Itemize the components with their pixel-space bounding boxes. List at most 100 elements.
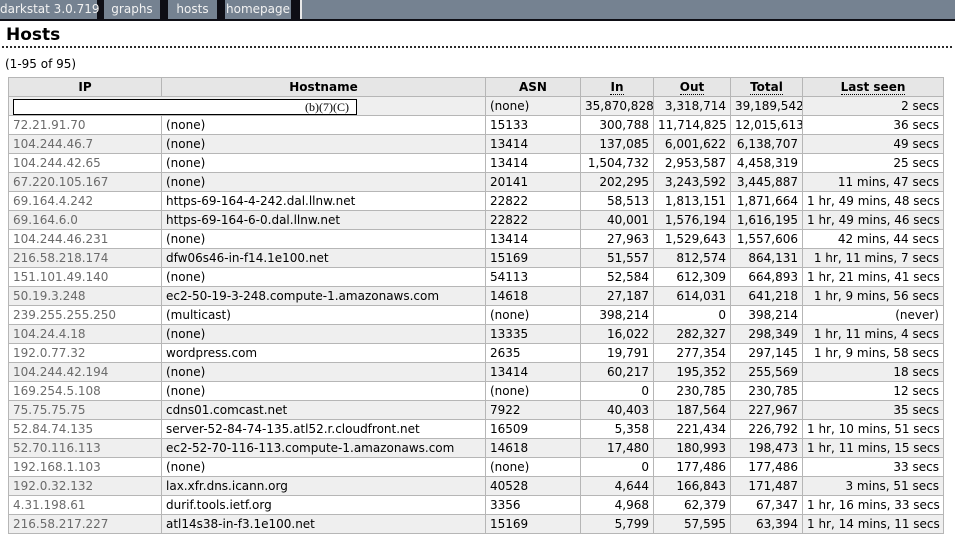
hostname-cell: https-69-164-4-242.dal.llnw.net — [161, 191, 486, 211]
app-version-label: darkstat 3.0.719 — [0, 0, 100, 19]
asn-cell: 15169 — [485, 248, 581, 268]
column-header-out[interactable]: Out — [653, 77, 731, 97]
last-seen-cell: 1 hr, 10 mins, 51 secs — [802, 419, 944, 439]
asn-cell: 13414 — [485, 153, 581, 173]
asn-cell: 15169 — [485, 514, 581, 534]
last-seen-cell: 3 mins, 51 secs — [802, 476, 944, 496]
in-cell: 16,022 — [580, 324, 654, 344]
asn-cell: 2635 — [485, 343, 581, 363]
hostname-cell: lax.xfr.dns.icann.org — [161, 476, 486, 496]
column-header-hostname-label: Hostname — [289, 80, 358, 94]
ip-cell: 104.244.46.231 — [8, 229, 162, 249]
table-row: 67.220.105.167 (none) 20141 202,295 3,243,59… — [8, 172, 944, 192]
out-cell: 1,576,194 — [653, 210, 731, 230]
last-seen-cell: 1 hr, 49 mins, 46 secs — [802, 210, 944, 230]
asn-cell: 20141 — [485, 172, 581, 192]
out-cell: 57,595 — [653, 514, 731, 534]
header-row: IP Hostname ASN In Out Total Last seen — [8, 77, 944, 97]
out-cell: 3,243,592 — [653, 172, 731, 192]
total-cell: 6,138,707 — [730, 134, 803, 154]
table-row: 104.244.42.194 (none) 13414 60,217 195,352 25… — [8, 362, 944, 382]
hostname-cell: wordpress.com — [161, 343, 486, 363]
total-cell: 298,349 — [730, 324, 803, 344]
out-cell: 166,843 — [653, 476, 731, 496]
hostname-cell: server-52-84-74-135.atl52.r.cloudfront.n… — [161, 419, 486, 439]
last-seen-cell: 12 secs — [802, 381, 944, 401]
sort-link-total[interactable]: Total — [750, 80, 783, 95]
table-row: 169.254.5.108 (none) (none) 0 230,785 230,785… — [8, 381, 944, 401]
total-cell: 171,487 — [730, 476, 803, 496]
out-cell: 612,309 — [653, 267, 731, 287]
asn-cell: 22822 — [485, 191, 581, 211]
in-cell: 27,963 — [580, 229, 654, 249]
ip-cell: 67.220.105.167 — [8, 172, 162, 192]
total-cell: 198,473 — [730, 438, 803, 458]
in-cell: 52,584 — [580, 267, 654, 287]
last-seen-cell: 1 hr, 21 mins, 41 secs — [802, 267, 944, 287]
top-nav: darkstat 3.0.719 graphs hosts homepage — [0, 0, 955, 21]
table-row: 104.244.46.7 (none) 13414 137,085 6,001,622 6… — [8, 134, 944, 154]
table-row: 52.84.74.135 server-52-84-74-135.atl52.r.… — [8, 419, 944, 439]
nav-filler — [302, 0, 955, 19]
nav-link-graphs[interactable]: graphs — [104, 0, 160, 19]
asn-cell: 22822 — [485, 210, 581, 230]
column-header-in[interactable]: In — [580, 77, 654, 97]
in-cell: 27,187 — [580, 286, 654, 306]
ip-cell: 4.31.198.61 — [8, 495, 162, 515]
hostname-cell: (none) — [161, 267, 486, 287]
hostname-cell: atl14s38-in-f3.1e100.net — [161, 514, 486, 534]
out-cell: 11,714,825 — [653, 115, 731, 135]
asn-cell: 54113 — [485, 267, 581, 287]
last-seen-cell: 25 secs — [802, 153, 944, 173]
total-cell: 67,347 — [730, 495, 803, 515]
in-cell: 4,644 — [580, 476, 654, 496]
table-row: 216.58.217.227 atl14s38-in-f3.1e100.net 15… — [8, 514, 944, 534]
asn-cell: (none) — [485, 381, 581, 401]
column-header-last-seen[interactable]: Last seen — [802, 77, 944, 97]
total-cell: 297,145 — [730, 343, 803, 363]
last-seen-cell: 1 hr, 11 mins, 15 secs — [802, 438, 944, 458]
in-cell: 60,217 — [580, 362, 654, 382]
asn-cell: (none) — [485, 96, 581, 116]
out-cell: 1,529,643 — [653, 229, 731, 249]
nav-link-homepage[interactable]: homepage — [225, 0, 291, 19]
ip-cell: 169.254.5.108 — [8, 381, 162, 401]
redaction-box: (b)(7)(C) — [13, 98, 357, 115]
in-cell: 202,295 — [580, 172, 654, 192]
asn-cell: 13335 — [485, 324, 581, 344]
ip-cell: 151.101.49.140 — [8, 267, 162, 287]
table-row: 216.58.218.174 dfw06s46-in-f14.1e100.net 1… — [8, 248, 944, 268]
in-cell: 5,799 — [580, 514, 654, 534]
table-row: 239.255.255.250 (multicast) (none) 398,214 0… — [8, 305, 944, 325]
ip-cell: 104.244.46.7 — [8, 134, 162, 154]
nav-link-hosts[interactable]: hosts — [168, 0, 217, 19]
sort-link-last-seen[interactable]: Last seen — [840, 80, 906, 95]
ip-cell: 52.84.74.135 — [8, 419, 162, 439]
table-row: 75.75.75.75 cdns01.comcast.net 7922 40,403 1… — [8, 400, 944, 420]
out-cell: 221,434 — [653, 419, 731, 439]
sort-link-out[interactable]: Out — [679, 80, 705, 95]
page-title: Hosts — [6, 25, 61, 45]
asn-cell: 7922 — [485, 400, 581, 420]
out-cell: 614,031 — [653, 286, 731, 306]
last-seen-cell: 1 hr, 11 mins, 4 secs — [802, 324, 944, 344]
hostname-cell: (none) — [161, 457, 486, 477]
out-cell: 62,379 — [653, 495, 731, 515]
in-cell: 0 — [580, 381, 654, 401]
total-cell: 641,218 — [730, 286, 803, 306]
in-cell: 40,403 — [580, 400, 654, 420]
sort-link-in[interactable]: In — [610, 80, 624, 95]
ip-cell: 72.21.91.70 — [8, 115, 162, 135]
last-seen-cell: 35 secs — [802, 400, 944, 420]
hostname-cell: (none) — [161, 324, 486, 344]
total-cell: 227,967 — [730, 400, 803, 420]
column-header-asn: ASN — [485, 77, 581, 97]
table-row: 4.31.198.61 durif.tools.ietf.org 3356 4,968… — [8, 495, 944, 515]
total-cell: 230,785 — [730, 381, 803, 401]
column-header-total[interactable]: Total — [730, 77, 803, 97]
ip-cell: 192.0.32.132 — [8, 476, 162, 496]
ip-cell: 239.255.255.250 — [8, 305, 162, 325]
table-row: 192.0.77.32 wordpress.com 2635 19,791 277,35… — [8, 343, 944, 363]
column-header-ip-label: IP — [78, 80, 92, 94]
out-cell: 282,327 — [653, 324, 731, 344]
